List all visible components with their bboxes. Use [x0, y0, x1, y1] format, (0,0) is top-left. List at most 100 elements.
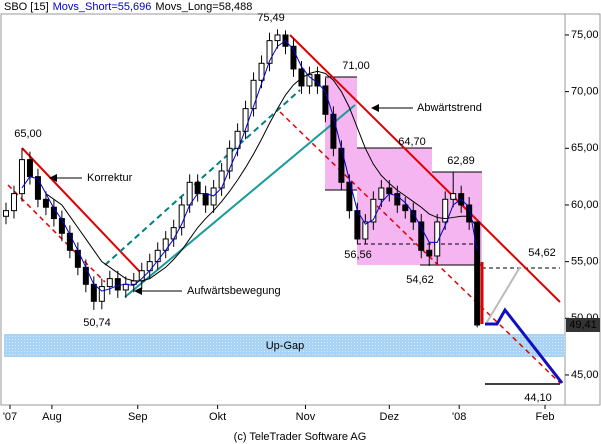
annotation: 54,62	[406, 274, 434, 286]
candle-body	[234, 130, 241, 149]
candle-body	[306, 74, 313, 87]
candle-body	[98, 286, 105, 302]
candle-body	[114, 278, 121, 291]
candle-body	[154, 249, 161, 263]
moving-average	[45, 70, 478, 282]
x-tick-label: Okt	[209, 411, 226, 423]
candle-body	[2, 210, 9, 217]
legend-label: Movs_Short	[53, 1, 112, 13]
trend-line	[104, 89, 301, 266]
candle-body	[258, 62, 265, 81]
footer: (c) TeleTrader Software AG	[234, 431, 367, 443]
annotation: 44,10	[524, 392, 552, 404]
moving-average	[21, 39, 478, 292]
candle-body	[250, 79, 257, 110]
x-tick-label: Sep	[128, 411, 148, 423]
annotation: 56,56	[344, 249, 372, 261]
candle-body	[34, 176, 41, 200]
x-tick-label: Feb	[536, 411, 555, 423]
candle-body	[186, 181, 193, 206]
y-tick-label: 65,00	[571, 142, 599, 154]
candle-body	[290, 45, 297, 70]
candle-body	[466, 204, 473, 223]
candle-body	[378, 187, 385, 200]
x-tick-label: '07	[3, 411, 17, 423]
candle-body	[266, 40, 273, 64]
y-tick-label: 70,00	[571, 86, 599, 98]
annotation: 50,74	[83, 317, 111, 329]
candle-body	[346, 181, 353, 212]
trend-line	[124, 104, 356, 298]
candle-body	[138, 270, 145, 282]
candle-body	[362, 221, 369, 240]
candle-body	[394, 193, 401, 206]
last-price-tag	[566, 317, 600, 332]
candle-body	[274, 34, 281, 42]
annotation: Up-Gap	[266, 340, 305, 352]
x-tick-label: '08	[452, 411, 466, 423]
candle-body	[18, 159, 25, 195]
range-box	[432, 172, 482, 265]
candle-body	[370, 198, 377, 223]
candle-body	[426, 249, 433, 257]
trend-line	[7, 184, 106, 283]
candle-body	[210, 187, 217, 206]
projection-line	[485, 307, 564, 384]
candle-body	[242, 108, 249, 132]
annotation: 64,70	[398, 136, 426, 148]
candle-body	[402, 204, 409, 212]
candle-body	[330, 113, 337, 149]
candle-body	[218, 170, 225, 189]
annotation: 71,00	[342, 60, 370, 72]
up-gap-band	[4, 334, 565, 357]
last-price-label: 49,41	[569, 319, 597, 331]
candle-body	[50, 206, 57, 220]
candle-body	[66, 232, 73, 251]
y-tick-label: 60,00	[571, 199, 599, 211]
candle-body	[226, 147, 233, 172]
candle-body	[386, 187, 393, 195]
candle-body	[26, 159, 33, 178]
legend-label: Movs_Long	[155, 1, 212, 13]
y-tick-label: 55,00	[571, 256, 599, 268]
candle-body	[122, 283, 129, 291]
candle-body	[178, 204, 185, 229]
x-tick-label: Nov	[296, 411, 316, 423]
chart-title: SBO [15]	[4, 1, 49, 13]
candle-body	[410, 210, 417, 223]
candle-body	[90, 283, 97, 302]
header: SBO [15] Movs_Short=55,696 Movs_Long=58,48…	[4, 1, 252, 13]
candle-body	[58, 218, 65, 234]
candle-body	[106, 278, 113, 288]
candle-body	[474, 221, 481, 326]
x-tick-label: Aug	[42, 411, 62, 423]
annotation: 54,62	[528, 247, 556, 259]
candle-body	[442, 198, 449, 223]
candle-body	[10, 193, 17, 212]
y-tick-label: 75,00	[571, 29, 599, 41]
trend-line	[279, 111, 561, 384]
x-tick-label: Dez	[380, 411, 400, 423]
projection-line	[486, 266, 521, 323]
candle-body	[146, 261, 153, 272]
axis-frame	[564, 13, 601, 406]
candle-body	[194, 181, 201, 195]
annotation: 65,00	[14, 128, 42, 140]
legend-value: =55,696	[111, 1, 151, 13]
candle-body	[354, 210, 361, 240]
annotation: Korrektur	[87, 172, 133, 184]
candle-body	[42, 198, 49, 208]
annotation: Aufwärtsbewegung	[187, 285, 281, 297]
y-tick-label: 45,00	[571, 369, 599, 381]
drawings	[4, 34, 565, 385]
annotation: 75,49	[257, 12, 285, 24]
annotation: 62,89	[447, 155, 475, 167]
candle-body	[434, 221, 441, 257]
annotation: Abwärtstrend	[417, 102, 482, 114]
candle-body	[418, 221, 425, 251]
trend-line	[289, 34, 561, 303]
legend-value: =58,488	[212, 1, 252, 13]
candle-body	[170, 227, 177, 240]
candle-body	[450, 193, 457, 200]
